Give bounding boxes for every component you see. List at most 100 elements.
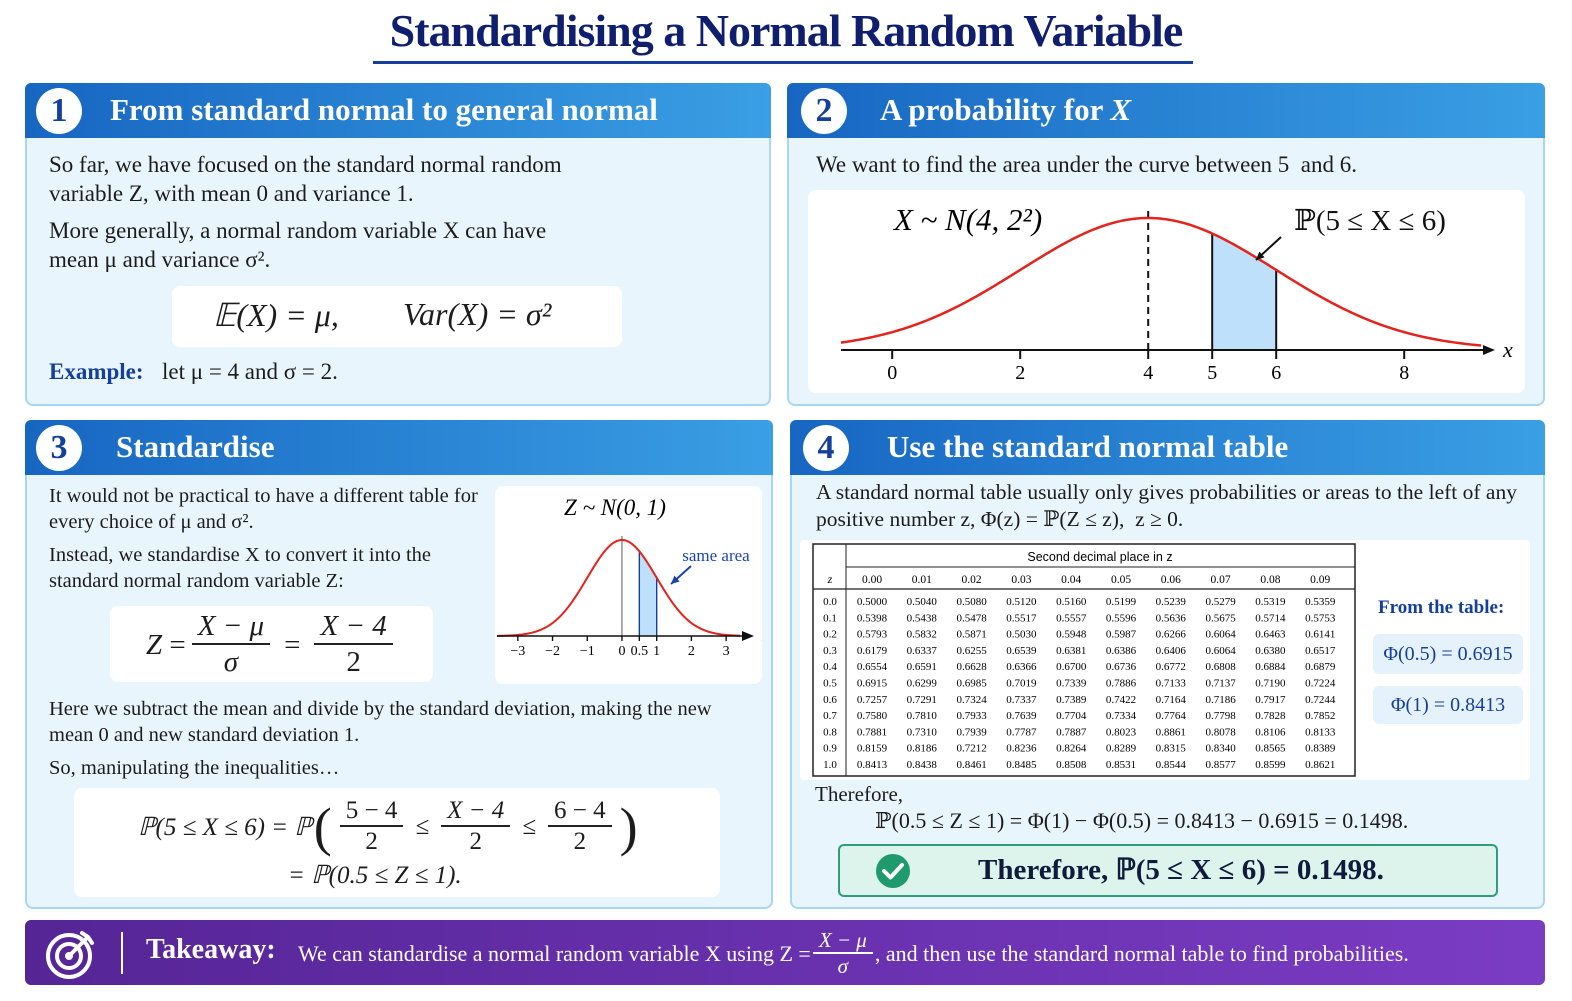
panel-number: 1 [36, 88, 82, 134]
formula-line: = ℙ(0.5 ≤ Z ≤ 1). [288, 862, 462, 889]
numerator: X − μ [812, 928, 873, 955]
table-cell: 0.7324 [956, 694, 987, 706]
shaded-area [1212, 233, 1277, 350]
table-cell: 0.7337 [1006, 694, 1037, 706]
table-cell: 0.6884 [1255, 661, 1286, 673]
table-cell: 0.7164 [1156, 694, 1187, 706]
x-tick-label: 0.5 [631, 644, 649, 659]
panel-heading: A probability for X [880, 92, 1131, 128]
table-cell: 0.6772 [1156, 661, 1186, 673]
table-cell: 0.7639 [1006, 710, 1037, 722]
table-cell: 0.6064 [1205, 645, 1236, 657]
column-header: 0.03 [1011, 574, 1031, 586]
table-cell: 0.8413 [857, 759, 888, 771]
table-cell: 0.6879 [1305, 661, 1336, 673]
axis-label: z [761, 628, 762, 645]
table-cell: 0.5030 [1006, 629, 1037, 641]
target-icon [46, 931, 94, 979]
table-cell: 0.8577 [1205, 759, 1236, 771]
column-header: 0.02 [962, 574, 982, 586]
table-cell: 0.5199 [1106, 596, 1137, 608]
column-header: 0.08 [1260, 574, 1280, 586]
panel-header [25, 83, 771, 138]
table-cell: 0.5793 [857, 629, 888, 641]
x-tick-label: −1 [580, 644, 595, 659]
formula: Var(X) = σ² [403, 296, 552, 332]
equation: ℙ(0.5 ≤ Z ≤ 1) = Φ(1) − Φ(0.5) = 0.8413 … [875, 808, 1409, 833]
icon-arrow [67, 931, 94, 958]
row-header: 0.5 [823, 678, 837, 690]
numerator: X − 4 [441, 797, 511, 828]
table-cell: 0.5871 [956, 629, 986, 641]
paragraph: A standard normal table usually only giv… [816, 480, 1523, 531]
panel-number: 2 [801, 88, 847, 134]
side-item: Φ(1) = 0.8413 [1373, 686, 1523, 724]
arrow-head [671, 575, 680, 584]
table-cell: 0.8078 [1205, 726, 1236, 738]
table-cell: 0.8544 [1156, 759, 1187, 771]
density-plot: x 0 2 4 5 6 8 X ~ N(4, 2²) ℙ(5 ≤ X ≤ 6) [840, 202, 1513, 384]
column-header: 0.01 [912, 574, 932, 586]
table-cell: 0.7810 [907, 710, 938, 722]
table-cell: 0.8159 [857, 743, 888, 755]
table-cell: 0.6406 [1156, 645, 1187, 657]
table-cell: 0.7764 [1156, 710, 1187, 722]
table-cell: 0.7787 [1006, 726, 1037, 738]
table-cell: 0.5596 [1106, 612, 1137, 624]
table-cell: 0.5279 [1205, 596, 1236, 608]
heading-text: A probability for [880, 92, 1103, 127]
table-cell: 0.6255 [956, 645, 987, 657]
table-cell: 0.6554 [857, 661, 888, 673]
table-cell: 0.8485 [1006, 759, 1037, 771]
table-cell: 0.8531 [1106, 759, 1136, 771]
density-curve [840, 216, 1482, 347]
icon-ring [55, 942, 83, 970]
column-header: 0.05 [1111, 574, 1131, 586]
table-cell: 0.6381 [1056, 645, 1086, 657]
table-cell: 0.8621 [1305, 759, 1335, 771]
x-tick-label: 2 [688, 644, 695, 659]
table-cell: 0.8861 [1156, 726, 1186, 738]
table-cell: 0.6539 [1006, 645, 1037, 657]
formula-part: = [169, 628, 186, 661]
formula-part: ℙ [294, 814, 312, 841]
table-cell: 0.5517 [1006, 612, 1037, 624]
plot-box [808, 190, 1525, 393]
x-tick-label: 6 [1271, 362, 1281, 384]
table-cell: 0.6517 [1305, 645, 1336, 657]
table-cell: 0.6366 [1006, 661, 1037, 673]
table-cell: 0.8389 [1305, 743, 1336, 755]
table-cell: 0.6179 [857, 645, 888, 657]
table-cell: 0.5398 [857, 612, 888, 624]
page-title: Standardising a Normal Random Variable [389, 5, 1184, 56]
x-tick-label: 3 [723, 644, 730, 659]
example-label: Example: [49, 359, 144, 384]
denominator: σ [837, 954, 849, 979]
panel-heading: Use the standard normal table [887, 429, 1289, 464]
x-tick-label: 8 [1399, 362, 1409, 384]
normal-table: Second decimal place in z z 0.00 0.01 0.02 0.… [812, 543, 1356, 777]
panel-heading: Standardise [116, 429, 275, 464]
x-tick-label: −3 [510, 644, 525, 659]
table-cell: 0.7137 [1205, 678, 1236, 690]
arrow-head [1256, 251, 1265, 260]
panel-header [25, 420, 773, 475]
panel-number: 4 [803, 425, 849, 471]
column-header: 0.07 [1211, 574, 1231, 586]
table-cell: 0.8461 [956, 759, 986, 771]
denominator: 2 [469, 828, 482, 856]
axis-arrow [1483, 345, 1495, 355]
paragraph: More generally, a normal random variable… [49, 218, 547, 272]
distribution-label: X ~ N(4, 2²) [892, 202, 1042, 237]
formula-box [172, 286, 622, 347]
denominator: 2 [365, 828, 378, 856]
table-cell: 0.5948 [1056, 629, 1087, 641]
formula-part: ≤ [522, 813, 537, 840]
table-cell: 0.7291 [907, 694, 937, 706]
annotation: same area [682, 546, 750, 565]
table-cell: 0.7852 [1305, 710, 1335, 722]
